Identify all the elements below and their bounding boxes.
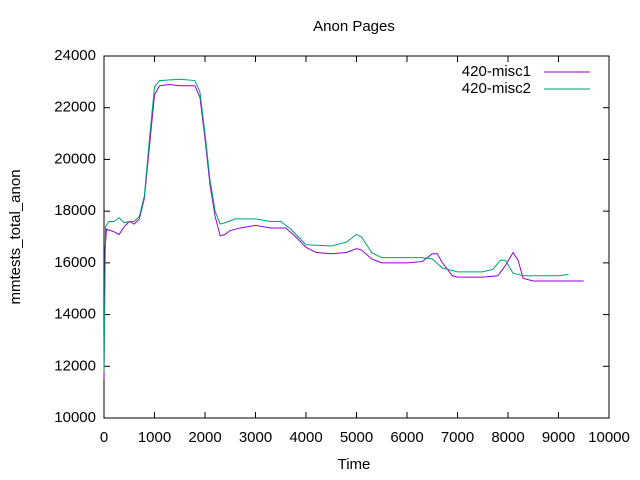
plot-frame <box>103 55 610 419</box>
y-tick-label: 18000 <box>54 202 96 219</box>
x-axis-label: Time <box>338 456 371 473</box>
series-line <box>103 83 584 380</box>
y-tick-label: 14000 <box>54 306 96 323</box>
x-tick-label: 0 <box>100 429 108 446</box>
x-tick-label: 1000 <box>138 429 171 446</box>
y-tick-label: 10000 <box>54 409 96 426</box>
series-line <box>103 78 569 372</box>
y-tick-label: 12000 <box>54 357 96 374</box>
x-tick-label: 7000 <box>441 429 474 446</box>
y-tick-label: 16000 <box>54 254 96 271</box>
y-tick-label: 22000 <box>54 99 96 116</box>
y-axis-label: mmtests_total_anon <box>7 169 24 304</box>
y-tick-label: 20000 <box>54 150 96 167</box>
x-tick-label: 9000 <box>542 429 575 446</box>
x-tick-label: 3000 <box>239 429 272 446</box>
x-tick-label: 2000 <box>188 429 221 446</box>
x-tick-label: 4000 <box>289 429 322 446</box>
legend-label: 420-misc2 <box>462 80 531 97</box>
x-tick-label: 10000 <box>588 429 630 446</box>
y-tick-label: 24000 <box>54 47 96 64</box>
chart-title: Anon Pages <box>313 18 395 35</box>
x-tick-label: 5000 <box>340 429 373 446</box>
x-tick-label: 8000 <box>491 429 524 446</box>
legend-label: 420-misc1 <box>462 63 531 80</box>
x-tick-label: 6000 <box>390 429 423 446</box>
